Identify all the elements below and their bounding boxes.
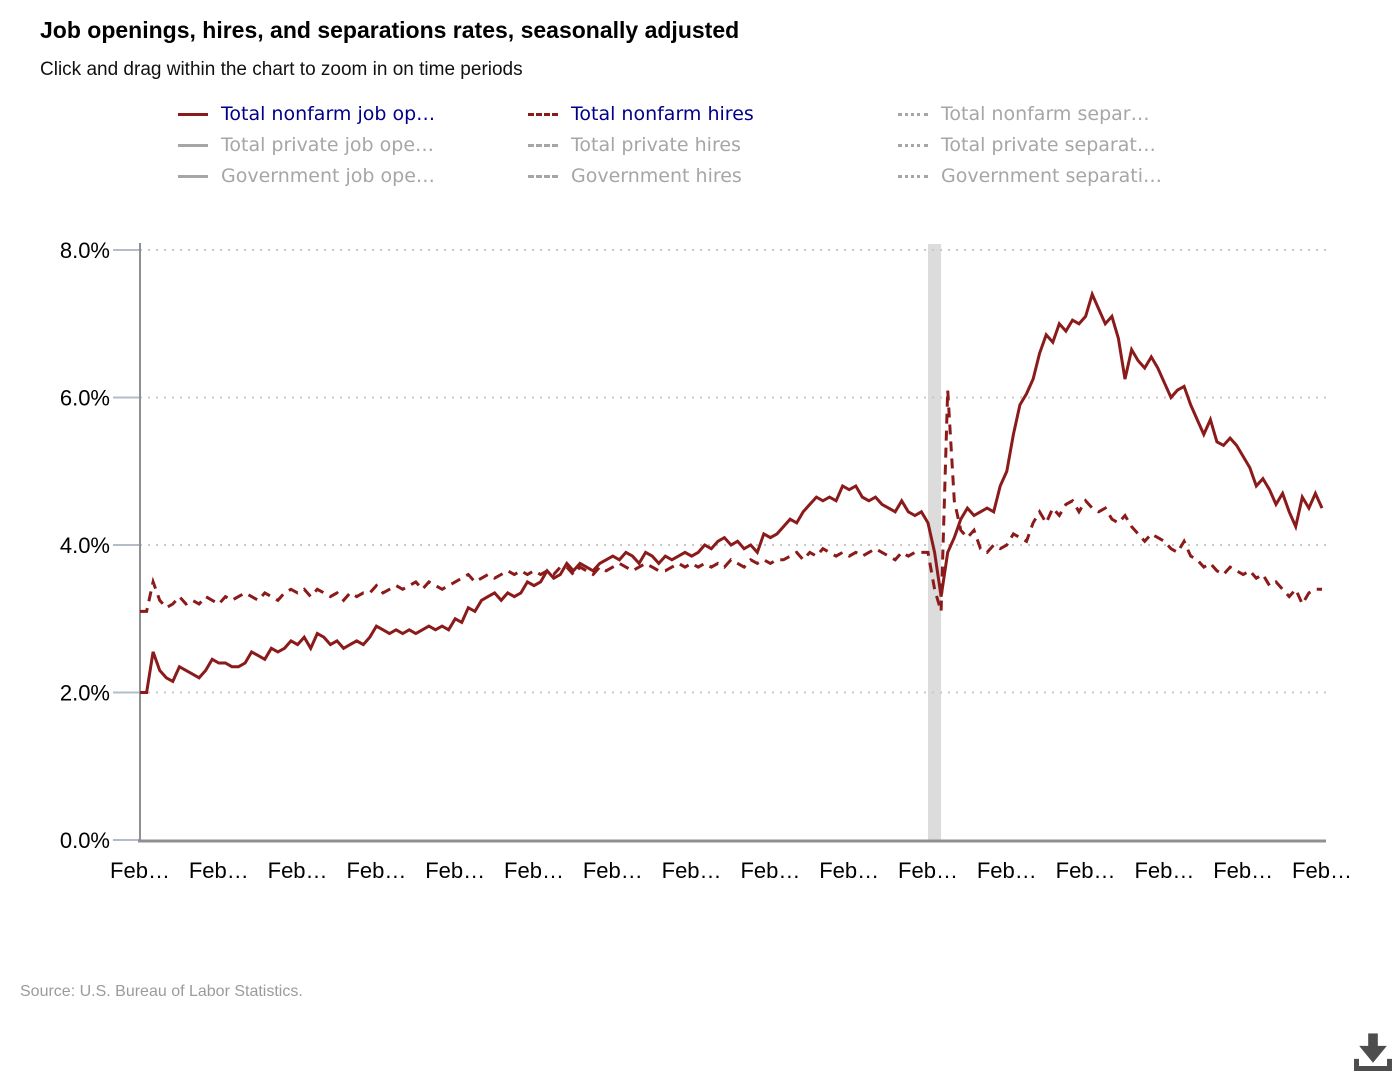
legend-item-total-nonfarm-hires[interactable]: Total nonfarm hires — [528, 103, 898, 125]
source-note: Source: U.S. Bureau of Labor Statistics. — [20, 983, 303, 1000]
legend-label: Total private separat… — [941, 134, 1156, 156]
legend-item-total-private-hires[interactable]: Total private hires — [528, 134, 898, 156]
legend-item-total-nonfarm-separations[interactable]: Total nonfarm separ… — [898, 103, 1228, 125]
x-axis-label: Feb… — [1213, 858, 1273, 883]
legend-item-total-private-separations[interactable]: Total private separat… — [898, 134, 1228, 156]
y-axis-label: 8.0% — [60, 238, 110, 263]
y-axis-label: 6.0% — [60, 386, 110, 411]
legend-label: Total private hires — [571, 134, 741, 156]
x-axis-label: Feb… — [268, 858, 328, 883]
chart-plot-area[interactable] — [140, 243, 1322, 840]
legend-label: Total nonfarm separ… — [941, 103, 1150, 125]
x-axis-label: Feb… — [819, 858, 879, 883]
download-icon — [1354, 1032, 1392, 1071]
legend-swatch-solid-icon — [178, 112, 208, 116]
page-title: Job openings, hires, and separations rat… — [40, 17, 740, 43]
y-axis-label: 2.0% — [60, 681, 110, 706]
legend-swatch-dotted-icon — [898, 174, 928, 178]
legend-label: Total nonfarm job op… — [221, 103, 436, 125]
x-axis-label: Feb… — [898, 858, 958, 883]
legend-item-total-private-job-openings[interactable]: Total private job ope… — [178, 134, 528, 156]
legend-label: Government hires — [571, 165, 742, 187]
x-axis-label: Feb… — [662, 858, 722, 883]
legend-label: Government job ope… — [221, 165, 435, 187]
legend-swatch-solid-icon — [178, 143, 208, 147]
x-axis-label: Feb… — [583, 858, 643, 883]
legend-swatch-solid-icon — [178, 174, 208, 178]
download-button[interactable] — [1348, 1028, 1398, 1078]
x-axis-label: Feb… — [425, 858, 485, 883]
legend-item-government-job-openings[interactable]: Government job ope… — [178, 165, 528, 187]
legend-swatch-dashed-icon — [528, 112, 558, 116]
legend-label: Total private job ope… — [221, 134, 435, 156]
legend-item-total-nonfarm-job-openings[interactable]: Total nonfarm job op… — [178, 103, 528, 125]
legend-swatch-dotted-icon — [898, 112, 928, 116]
legend-item-government-separations[interactable]: Government separati… — [898, 165, 1228, 187]
x-axis-label: Feb… — [346, 858, 406, 883]
y-axis-label: 4.0% — [60, 533, 110, 558]
chart-subtitle: Click and drag within the chart to zoom … — [40, 59, 523, 80]
x-axis-label: Feb… — [1134, 858, 1194, 883]
chart-legend: Total nonfarm job op… Total nonfarm hires… — [178, 103, 1228, 187]
legend-swatch-dotted-icon — [898, 143, 928, 147]
x-axis-label: Feb… — [740, 858, 800, 883]
x-axis-label: Feb… — [110, 858, 170, 883]
x-axis-label: Feb… — [977, 858, 1037, 883]
x-axis-label: Feb… — [504, 858, 564, 883]
x-axis-label: Feb… — [189, 858, 249, 883]
legend-swatch-dashed-icon — [528, 174, 558, 178]
legend-label: Total nonfarm hires — [571, 103, 754, 125]
x-axis-label: Feb… — [1056, 858, 1116, 883]
legend-label: Government separati… — [941, 165, 1163, 187]
legend-item-government-hires[interactable]: Government hires — [528, 165, 898, 187]
legend-swatch-dashed-icon — [528, 143, 558, 147]
y-axis-label: 0.0% — [60, 828, 110, 853]
x-axis-label: Feb… — [1292, 858, 1352, 883]
